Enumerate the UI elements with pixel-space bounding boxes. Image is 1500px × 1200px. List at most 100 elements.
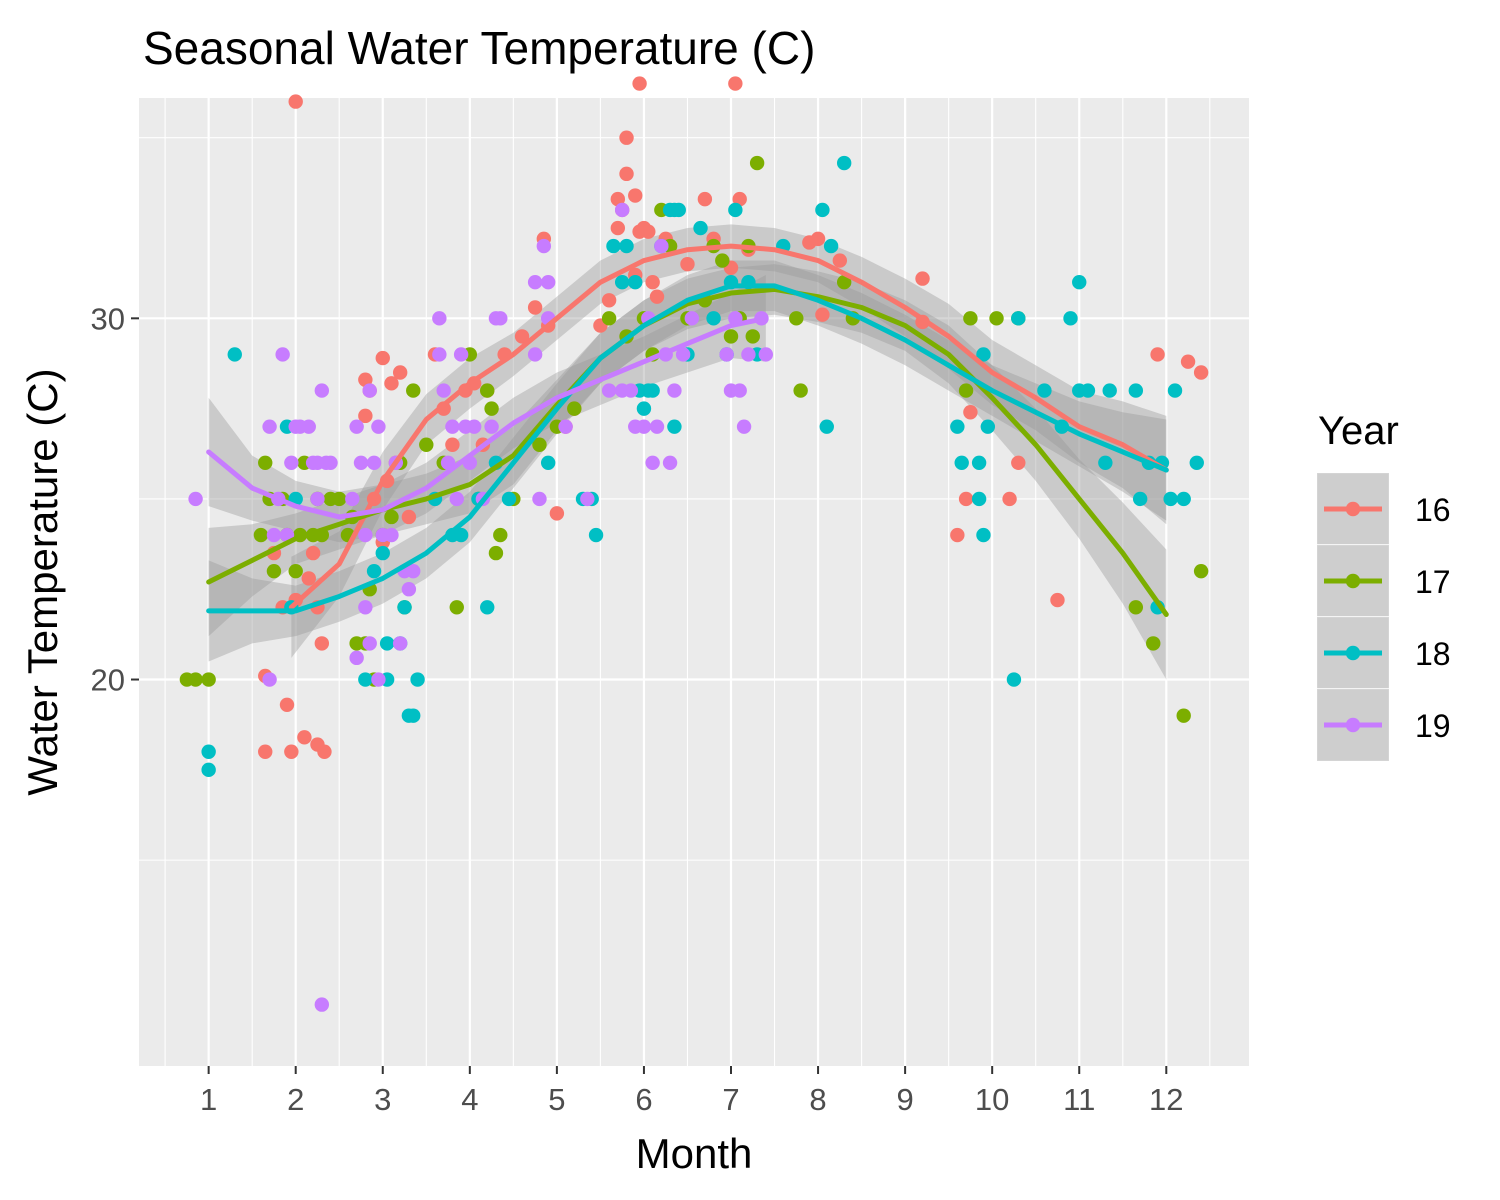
data-point (188, 672, 203, 687)
data-point (1193, 365, 1209, 380)
data-point (980, 419, 996, 434)
data-point (366, 563, 382, 579)
data-point (284, 455, 299, 471)
data-point (288, 94, 303, 109)
data-point (362, 636, 377, 651)
data-point (614, 275, 630, 290)
data-point (723, 329, 739, 344)
data-point (836, 275, 852, 290)
plot-panel (139, 98, 1249, 1066)
data-point (1098, 455, 1113, 471)
data-point (384, 376, 399, 391)
data-point (601, 293, 617, 308)
data-point (371, 419, 386, 434)
data-point (480, 383, 495, 398)
data-point (262, 672, 277, 687)
data-point (379, 636, 395, 651)
data-point (732, 383, 747, 398)
data-point (610, 191, 626, 207)
data-point (527, 275, 543, 290)
data-point (401, 582, 417, 597)
data-point (667, 419, 682, 434)
data-point (1163, 491, 1178, 507)
x-tick-label: 6 (635, 1082, 652, 1117)
data-point (758, 347, 774, 362)
data-point (736, 419, 752, 434)
data-point (314, 636, 330, 651)
data-point (466, 419, 482, 434)
data-point (671, 202, 686, 218)
data-point (445, 437, 460, 452)
legend-key-point (1345, 645, 1361, 661)
data-point (1146, 636, 1161, 651)
point-series-19 (188, 202, 774, 1012)
data-point (392, 365, 408, 380)
data-point (514, 329, 530, 344)
grid-lines (139, 98, 1249, 1066)
data-point (654, 238, 669, 254)
data-point (697, 191, 713, 207)
data-point (284, 744, 299, 759)
data-point (836, 155, 852, 171)
x-tick-label: 8 (809, 1082, 826, 1117)
y-axis-title: Water Temperature (C) (19, 368, 66, 795)
data-point (728, 202, 743, 218)
data-points (179, 76, 1209, 1012)
data-point (540, 275, 556, 290)
data-point (915, 271, 930, 286)
data-point (288, 563, 303, 579)
data-point (449, 491, 464, 507)
data-point (488, 545, 504, 561)
data-point (314, 383, 330, 398)
data-point (188, 491, 203, 507)
data-point (667, 383, 682, 398)
legend: Year 16 17 18 19 (1316, 409, 1451, 762)
data-point (823, 238, 839, 254)
legend-label: 16 (1415, 492, 1451, 528)
data-point (453, 527, 469, 543)
data-point (619, 130, 634, 145)
data-point (684, 311, 700, 326)
data-point (641, 224, 656, 239)
data-point (645, 455, 660, 471)
data-point (680, 256, 695, 272)
data-point (976, 347, 991, 362)
data-point (358, 600, 373, 615)
trend-lines (206, 243, 1169, 618)
data-point (1002, 491, 1017, 507)
legend-label: 18 (1415, 636, 1451, 672)
data-point (358, 672, 373, 687)
trend-line-16 (288, 243, 1169, 610)
confidence-band-19 (208, 274, 766, 543)
data-point (741, 347, 756, 362)
data-point (484, 419, 499, 434)
data-point (406, 708, 421, 723)
data-point (266, 527, 282, 543)
legend-key-16: 16 (1316, 472, 1451, 546)
data-point (958, 383, 974, 398)
data-point (432, 347, 447, 362)
data-point (253, 527, 269, 543)
data-point (645, 383, 660, 398)
x-tick-label: 5 (548, 1082, 565, 1117)
data-point (989, 311, 1004, 326)
data-point (279, 697, 295, 713)
data-point (1189, 455, 1204, 471)
data-point (636, 419, 652, 434)
data-point (397, 600, 412, 615)
x-tick-label: 3 (374, 1082, 391, 1117)
data-point (976, 527, 991, 543)
data-point (606, 238, 621, 254)
legend-label: 17 (1415, 564, 1451, 600)
data-point (1150, 347, 1165, 362)
legend-key-17: 17 (1316, 544, 1451, 618)
data-point (536, 238, 552, 254)
data-point (1176, 708, 1191, 723)
legend-key-point (1345, 501, 1361, 517)
data-point (375, 350, 390, 366)
data-point (789, 311, 804, 326)
data-point (732, 191, 747, 207)
data-point (954, 455, 969, 471)
